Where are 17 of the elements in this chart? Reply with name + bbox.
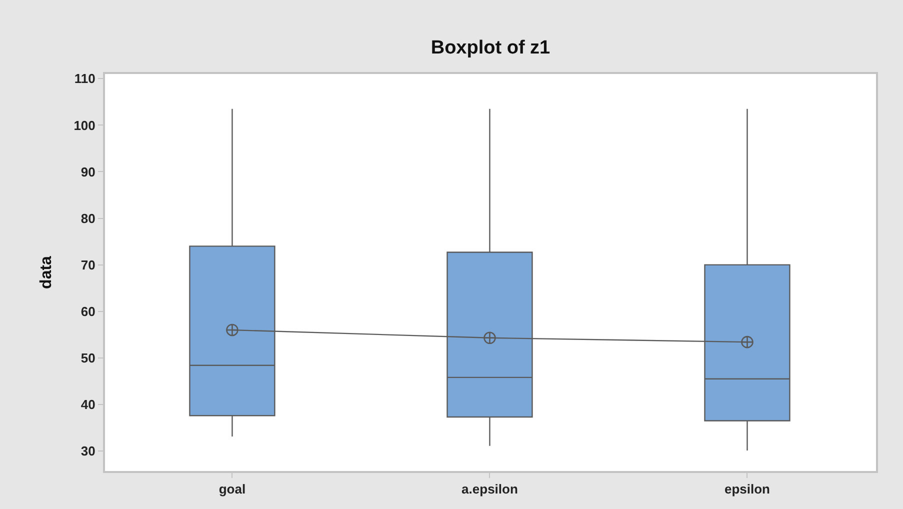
x-tick-label: goal [218, 482, 246, 497]
y-tick-label: 80 [80, 210, 96, 226]
point [741, 336, 754, 348]
y-axis-title: data [38, 256, 56, 289]
y-tick-label: 90 [80, 164, 96, 180]
y-tick-label: 110 [74, 71, 96, 86]
y-tick-label: 50 [80, 350, 96, 366]
y-tick-label: 40 [80, 397, 96, 412]
x-tick-label: epsilon [724, 482, 770, 497]
point [226, 324, 238, 336]
chart-title: Boxplot of z1 [430, 38, 551, 59]
point [484, 332, 496, 344]
y-tick-label: 100 [74, 118, 96, 133]
y-tick-label: 60 [80, 304, 96, 319]
x-tick-label: a.epsilon [462, 482, 518, 497]
y-tick-label: 70 [80, 257, 96, 272]
y-tick-label: 30 [80, 444, 96, 459]
